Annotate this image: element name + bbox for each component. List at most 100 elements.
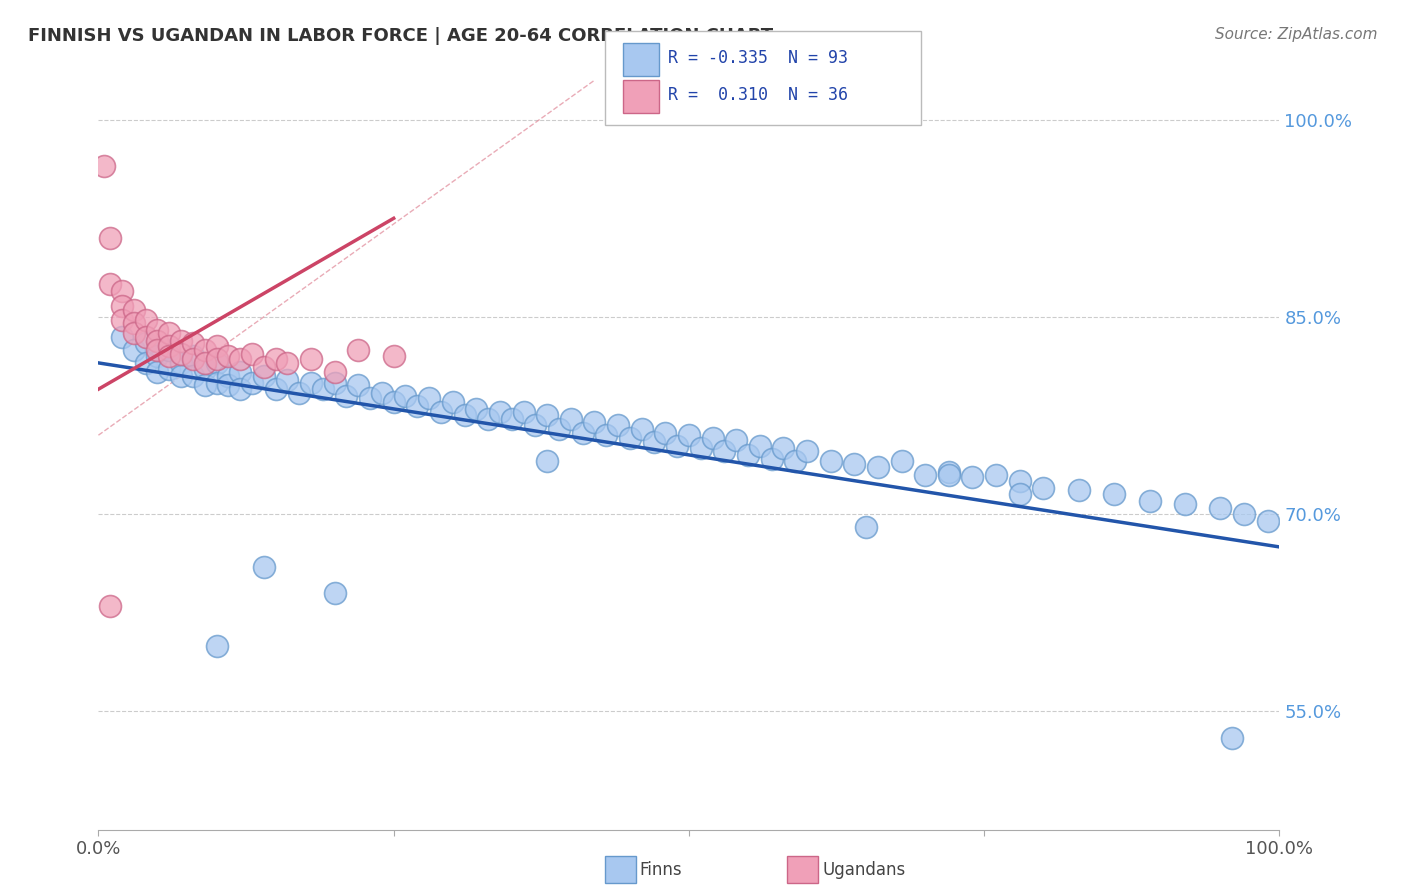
Point [536, 409, 558, 423]
Point [938, 465, 960, 479]
Point [194, 378, 217, 392]
Point [583, 415, 606, 429]
Point [253, 559, 276, 574]
Point [820, 454, 842, 468]
Point [643, 434, 665, 449]
Point [170, 334, 193, 348]
Point [394, 389, 416, 403]
Text: Source: ZipAtlas.com: Source: ZipAtlas.com [1215, 27, 1378, 42]
Point [111, 312, 134, 326]
Point [689, 442, 711, 456]
Point [205, 639, 228, 653]
Point [93, 159, 115, 173]
Point [288, 386, 311, 401]
Text: R =  0.310  N = 36: R = 0.310 N = 36 [668, 87, 848, 104]
Point [382, 395, 405, 409]
Point [678, 428, 700, 442]
Point [240, 376, 263, 390]
Point [205, 356, 228, 370]
Point [135, 329, 157, 343]
Point [595, 428, 617, 442]
Point [914, 467, 936, 482]
Point [536, 454, 558, 468]
Point [264, 351, 287, 366]
Point [1067, 483, 1090, 498]
Point [465, 401, 488, 416]
Point [501, 412, 523, 426]
Point [571, 425, 593, 440]
Point [323, 586, 346, 600]
Point [1174, 497, 1197, 511]
Point [748, 439, 770, 453]
Point [371, 386, 394, 401]
Point [146, 349, 169, 363]
Point [725, 434, 748, 448]
Point [253, 369, 276, 384]
Point [181, 349, 204, 363]
Point [1008, 487, 1031, 501]
Point [264, 382, 287, 396]
Point [229, 351, 252, 366]
Point [772, 442, 794, 456]
Point [205, 339, 228, 353]
Point [524, 417, 547, 432]
Point [382, 349, 405, 363]
Point [713, 444, 735, 458]
Point [347, 378, 370, 392]
Point [796, 444, 818, 458]
Point [1139, 494, 1161, 508]
Point [702, 431, 724, 445]
Point [1209, 500, 1232, 515]
Point [548, 422, 571, 436]
Point [253, 359, 276, 374]
Point [194, 356, 217, 370]
Point [157, 326, 180, 340]
Point [135, 312, 157, 326]
Point [962, 470, 984, 484]
Point [217, 349, 239, 363]
Point [477, 412, 499, 426]
Point [98, 599, 121, 613]
Point [984, 467, 1007, 482]
Point [737, 448, 759, 462]
Point [170, 369, 193, 384]
Point [181, 369, 204, 384]
Point [157, 349, 180, 363]
Point [607, 417, 630, 432]
Point [157, 343, 180, 357]
Point [299, 351, 322, 366]
Text: Ugandans: Ugandans [823, 861, 905, 879]
Point [359, 392, 381, 406]
Point [276, 356, 298, 370]
Point [181, 351, 204, 366]
Point [630, 422, 652, 436]
Point [418, 392, 440, 406]
Text: FINNISH VS UGANDAN IN LABOR FORCE | AGE 20-64 CORRELATION CHART: FINNISH VS UGANDAN IN LABOR FORCE | AGE … [28, 27, 773, 45]
Point [335, 389, 357, 403]
Point [323, 365, 346, 379]
Point [205, 376, 228, 390]
Point [146, 334, 169, 348]
Point [855, 520, 877, 534]
Point [122, 326, 145, 340]
Point [1220, 731, 1243, 745]
Point [866, 459, 889, 474]
Point [135, 356, 157, 370]
Point [240, 347, 263, 361]
Point [1102, 487, 1125, 501]
Point [194, 362, 217, 376]
Point [761, 451, 783, 466]
Point [430, 404, 453, 418]
Point [323, 376, 346, 390]
Point [122, 303, 145, 318]
Point [1233, 507, 1256, 521]
Point [1008, 474, 1031, 488]
Point [217, 369, 239, 384]
Point [654, 425, 676, 440]
Point [229, 365, 252, 379]
Point [785, 454, 807, 468]
Point [229, 382, 252, 396]
Point [157, 362, 180, 376]
Point [146, 343, 169, 357]
Point [122, 317, 145, 331]
